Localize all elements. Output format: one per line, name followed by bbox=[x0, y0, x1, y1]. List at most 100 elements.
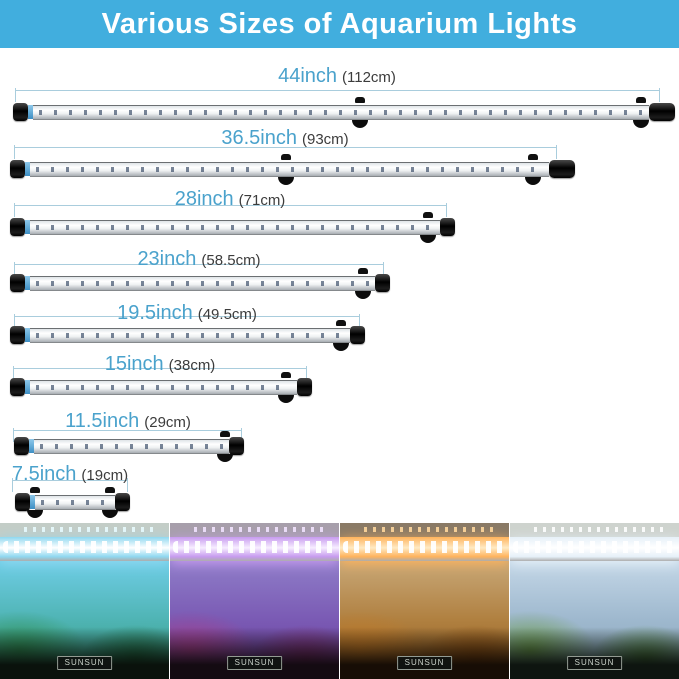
room-background bbox=[340, 523, 509, 537]
led-reflection-dots bbox=[363, 527, 496, 532]
dimension-line bbox=[13, 428, 242, 442]
size-inch-text: 7.5inch bbox=[11, 463, 77, 485]
dimension-line bbox=[15, 88, 660, 102]
light-bar bbox=[10, 160, 575, 178]
size-inch-text: 15inch bbox=[104, 353, 164, 375]
end-cap-right bbox=[350, 326, 365, 344]
size-inch-text: 36.5inch bbox=[221, 127, 297, 149]
size-cm-text: (38cm) bbox=[168, 357, 216, 374]
end-cap-right bbox=[549, 160, 575, 178]
led-strip bbox=[36, 332, 344, 338]
aquarium-photo-purple: SUNSUN bbox=[170, 523, 339, 679]
dimension-line bbox=[14, 203, 447, 217]
clip-suction-cup bbox=[278, 395, 294, 403]
brand-badge: SUNSUN bbox=[566, 656, 623, 670]
blue-ring bbox=[25, 220, 30, 234]
dimension-line bbox=[12, 478, 128, 492]
end-cap-right bbox=[297, 378, 312, 396]
clip-suction-cup bbox=[525, 177, 541, 185]
clip-suction-cup bbox=[217, 454, 233, 462]
size-inch-text: 28inch bbox=[174, 188, 234, 210]
led-tube bbox=[30, 275, 375, 291]
clip-suction-cup bbox=[27, 510, 43, 518]
size-label: 23inch (58.5cm) bbox=[137, 248, 260, 271]
led-tube bbox=[30, 219, 440, 235]
light-bar bbox=[14, 437, 244, 455]
suction-cup-clip bbox=[632, 97, 650, 128]
led-tube bbox=[34, 438, 229, 454]
size-diagram: 44inch (112cm) 36.5inch (93cm) 28inch (71cm… bbox=[0, 48, 679, 523]
size-label: 15inch (38cm) bbox=[105, 353, 216, 376]
clip-suction-cup bbox=[102, 510, 118, 518]
end-cap-left bbox=[10, 326, 25, 344]
blue-ring bbox=[25, 276, 30, 290]
clip-knob bbox=[528, 154, 538, 160]
glowing-led-bar bbox=[0, 537, 169, 561]
clip-knob bbox=[281, 372, 291, 378]
end-cap-right bbox=[375, 274, 390, 292]
suction-cup-clip bbox=[26, 487, 44, 518]
led-strip bbox=[36, 166, 543, 172]
suction-cup-clip bbox=[101, 487, 119, 518]
led-tube bbox=[35, 494, 115, 510]
clip-knob bbox=[355, 97, 365, 103]
led-reflection-dots bbox=[23, 527, 156, 532]
aquarium-photo-white: SUNSUN bbox=[510, 523, 679, 679]
led-tube bbox=[30, 327, 350, 343]
size-label: 19.5inch (49.5cm) bbox=[117, 302, 257, 325]
clip-suction-cup bbox=[420, 235, 436, 243]
size-label: 11.5inch (29cm) bbox=[65, 410, 191, 433]
led-tube bbox=[30, 379, 297, 395]
suction-cup-clip bbox=[524, 154, 542, 185]
end-cap-right bbox=[229, 437, 244, 455]
blue-ring bbox=[25, 162, 30, 176]
light-bar bbox=[13, 103, 675, 121]
room-background bbox=[510, 523, 679, 537]
clip-suction-cup bbox=[352, 120, 368, 128]
end-cap-left bbox=[14, 437, 29, 455]
led-strip bbox=[41, 499, 109, 505]
led-dots bbox=[513, 541, 676, 553]
end-cap-right bbox=[440, 218, 455, 236]
size-cm-text: (58.5cm) bbox=[201, 252, 261, 269]
light-bar bbox=[15, 493, 130, 511]
blue-ring bbox=[25, 328, 30, 342]
size-inch-text: 44inch bbox=[278, 65, 338, 87]
end-cap-left bbox=[10, 378, 25, 396]
light-bar bbox=[10, 378, 312, 396]
clip-knob bbox=[30, 487, 40, 493]
suction-cup-clip bbox=[419, 212, 437, 243]
suction-cup-clip bbox=[277, 154, 295, 185]
suction-cup-clip bbox=[354, 268, 372, 299]
led-reflection-dots bbox=[193, 527, 326, 532]
size-inch-text: 23inch bbox=[137, 248, 197, 270]
end-cap-right bbox=[115, 493, 130, 511]
blue-ring bbox=[25, 380, 30, 394]
end-cap-left bbox=[10, 274, 25, 292]
clip-suction-cup bbox=[355, 291, 371, 299]
led-dots bbox=[3, 541, 166, 553]
clip-knob bbox=[636, 97, 646, 103]
size-label: 28inch (71cm) bbox=[175, 188, 286, 211]
clip-suction-cup bbox=[633, 120, 649, 128]
blue-ring bbox=[28, 105, 33, 119]
led-strip bbox=[40, 443, 223, 449]
led-reflection-dots bbox=[533, 527, 666, 532]
size-label: 44inch (112cm) bbox=[278, 65, 396, 88]
brand-badge: SUNSUN bbox=[56, 656, 113, 670]
suction-cup-clip bbox=[277, 372, 295, 403]
aquarium-photo-orange: SUNSUN bbox=[340, 523, 509, 679]
suction-cup-clip bbox=[332, 320, 350, 351]
dimension-line bbox=[13, 366, 307, 380]
light-bar bbox=[10, 326, 365, 344]
size-inch-text: 11.5inch bbox=[65, 410, 140, 432]
size-inch-text: 19.5inch bbox=[117, 302, 193, 324]
glowing-led-bar bbox=[510, 537, 679, 561]
glowing-led-bar bbox=[170, 537, 339, 561]
led-tube bbox=[33, 104, 649, 120]
size-cm-text: (29cm) bbox=[144, 414, 191, 431]
brand-badge: SUNSUN bbox=[226, 656, 283, 670]
blue-ring bbox=[30, 495, 35, 509]
led-tube bbox=[30, 161, 549, 177]
